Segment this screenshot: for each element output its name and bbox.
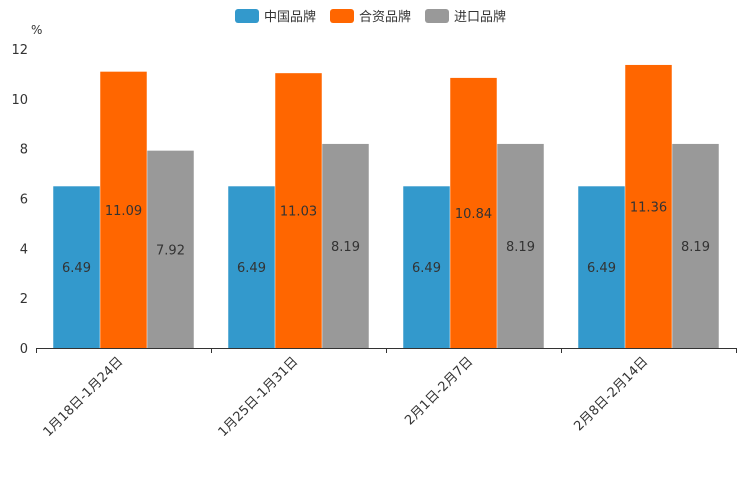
data-label: 8.19	[331, 240, 360, 255]
data-label: 8.19	[681, 240, 710, 255]
bar-joint-venture	[625, 64, 672, 349]
data-label: 6.49	[587, 261, 616, 276]
data-label: 8.19	[506, 240, 535, 255]
bar-joint-venture	[275, 73, 322, 349]
bars: 6.49 11.09 7.92 6.49 11.03 8.19 6.49 10.84 8.19 6…	[53, 64, 719, 349]
data-label: 11.36	[630, 200, 667, 215]
bar-imported	[672, 143, 719, 348]
bar-domestic	[403, 186, 450, 348]
legend-label: 进口品牌	[454, 9, 506, 25]
y-axis-unit-label: %	[31, 23, 42, 37]
x-category-label: 1月18日-1月24日	[41, 354, 127, 440]
x-axis: 1月18日-1月24日 1月25日-1月31日 2月1日-2月7日 2月8日-2月14…	[36, 348, 737, 440]
data-label: 6.49	[237, 261, 266, 276]
x-category-label: 2月1日-2月7日	[402, 354, 476, 428]
y-tick-label: 8	[20, 143, 28, 158]
y-tick-label: 12	[11, 43, 28, 58]
legend-swatch	[235, 9, 259, 23]
x-category-label: 2月8日-2月14日	[571, 354, 651, 434]
bar-imported	[497, 143, 544, 348]
data-label: 7.92	[156, 243, 185, 258]
data-label: 6.49	[62, 261, 91, 276]
bar-domestic	[53, 186, 100, 348]
x-category-label: 1月25日-1月31日	[216, 354, 302, 440]
y-tick-label: 4	[20, 242, 28, 257]
y-tick-label: 6	[20, 193, 28, 208]
bar-imported	[322, 143, 369, 348]
data-label: 11.03	[280, 205, 317, 220]
data-label: 6.49	[412, 261, 441, 276]
data-label: 11.09	[105, 204, 142, 219]
bar-imported	[147, 150, 194, 348]
legend: 中国品牌 合资品牌 进口品牌	[235, 9, 506, 25]
bar-domestic	[228, 186, 275, 348]
y-tick-label: 2	[20, 292, 28, 307]
legend-label: 中国品牌	[264, 9, 316, 25]
y-axis: 0 2 4 6 8 10 12	[11, 43, 28, 357]
data-label: 10.84	[455, 207, 492, 222]
legend-label: 合资品牌	[359, 9, 411, 25]
legend-swatch	[425, 9, 449, 23]
y-tick-label: 0	[20, 342, 28, 357]
bar-domestic	[578, 186, 625, 348]
bar-joint-venture	[450, 77, 497, 349]
legend-swatch	[330, 9, 354, 23]
y-tick-label: 10	[11, 93, 28, 108]
bar-joint-venture	[100, 71, 147, 348]
